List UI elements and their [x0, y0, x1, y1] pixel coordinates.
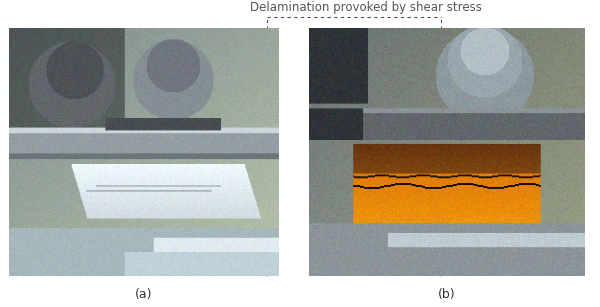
- Text: (a): (a): [135, 288, 153, 301]
- Text: Delamination provoked by shear stress: Delamination provoked by shear stress: [250, 2, 482, 14]
- Text: (b): (b): [438, 288, 456, 301]
